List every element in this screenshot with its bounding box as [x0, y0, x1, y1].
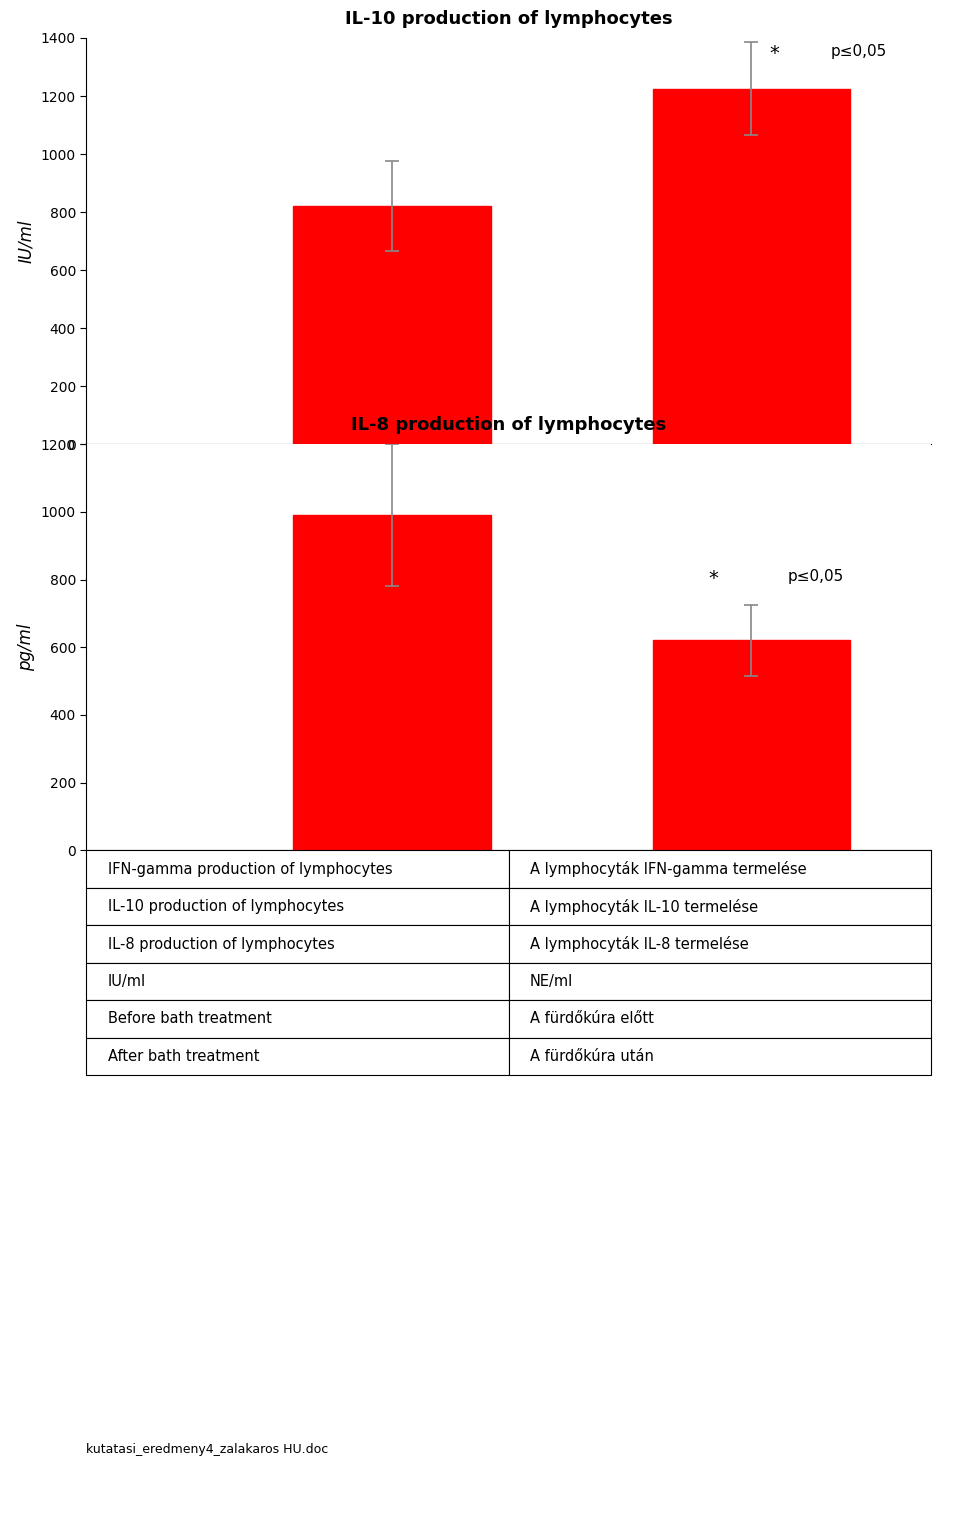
Text: kutatasi_eredmeny4_zalakaros HU.doc: kutatasi_eredmeny4_zalakaros HU.doc — [86, 1443, 328, 1455]
Y-axis label: IU/ml: IU/ml — [17, 219, 36, 263]
Bar — [293, 207, 491, 444]
Text: *: * — [708, 570, 718, 588]
Y-axis label: pg/ml: pg/ml — [17, 623, 36, 671]
Title: IL-10 production of lymphocytes: IL-10 production of lymphocytes — [345, 11, 673, 27]
Text: p≤0,05: p≤0,05 — [830, 44, 887, 59]
Text: p≤0,05: p≤0,05 — [787, 570, 844, 585]
Bar — [293, 515, 491, 851]
Bar — [653, 88, 851, 444]
Bar — [653, 641, 851, 851]
Title: IL-8 production of lymphocytes: IL-8 production of lymphocytes — [351, 416, 666, 434]
Text: *: * — [769, 44, 780, 62]
